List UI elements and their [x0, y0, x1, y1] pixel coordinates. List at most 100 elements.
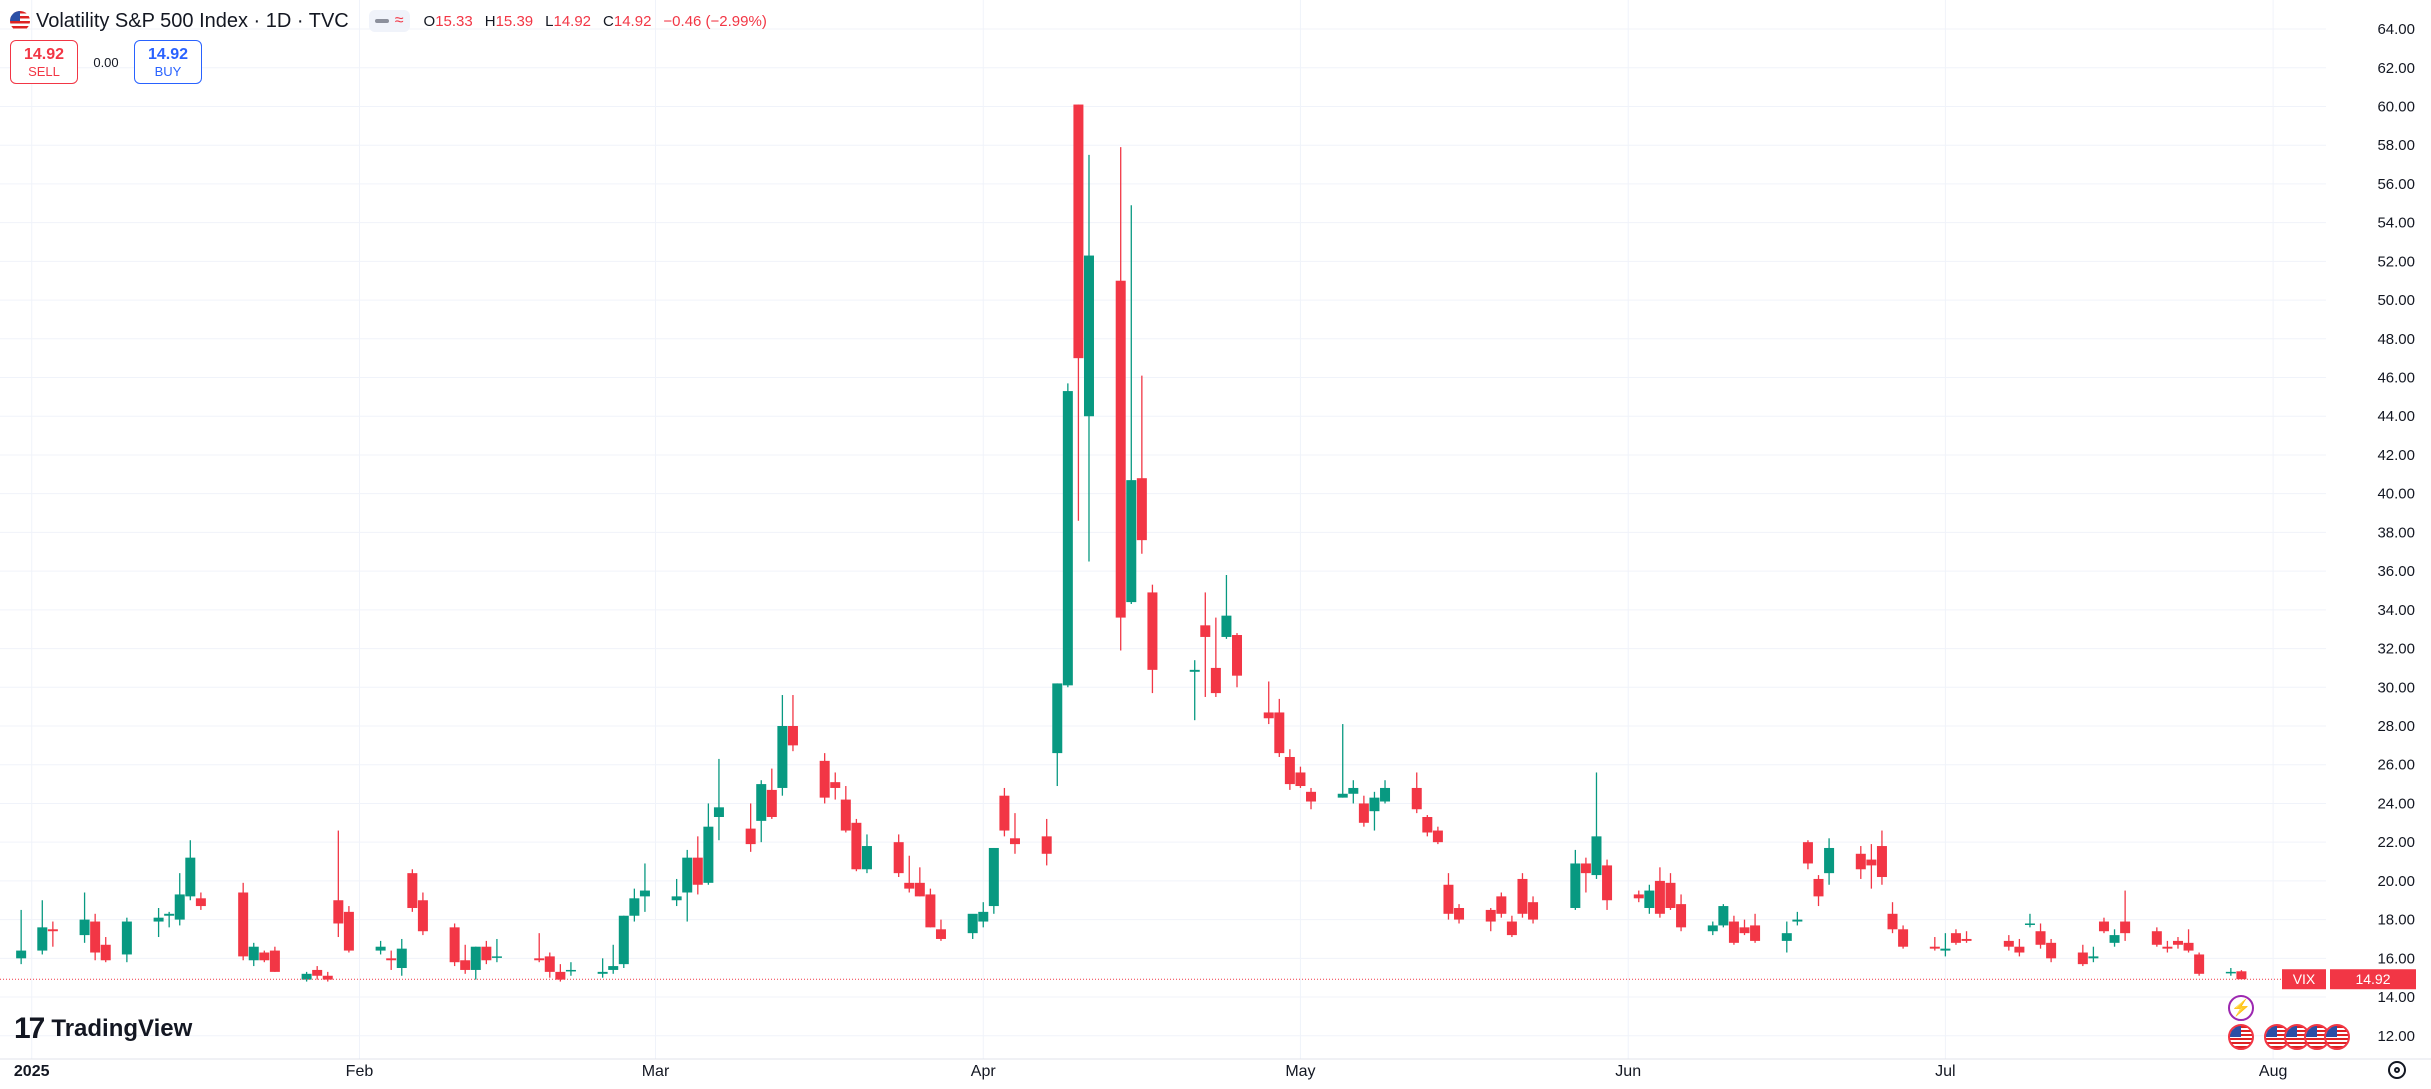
tradingview-logo[interactable]: 17 TradingView — [14, 1012, 192, 1046]
candle-body — [2225, 971, 2236, 974]
candle-body — [1432, 830, 1443, 843]
candle-body — [1654, 880, 1665, 914]
price-tick-label: 42.00 — [2377, 447, 2415, 464]
last-price-label-bg — [2330, 969, 2416, 990]
ohlc-change: −0.46 (−2.99%) — [663, 12, 767, 30]
candle-body — [703, 826, 714, 883]
candle-body — [1528, 902, 1539, 920]
sell-button[interactable]: 14.92 SELL — [10, 40, 78, 84]
indicator-toggles[interactable]: ≈ — [368, 10, 410, 32]
candle-body — [1380, 787, 1391, 802]
candle-body — [375, 946, 386, 951]
candle-body — [904, 882, 915, 889]
candle-body — [1517, 878, 1528, 914]
candle-body — [460, 960, 471, 970]
eye-icon[interactable] — [374, 19, 389, 23]
candle-body — [1855, 853, 1866, 870]
symbol-title[interactable]: Volatility S&P 500 Index · 1D · TVC — [36, 9, 349, 32]
candle-body — [407, 873, 418, 908]
time-axis: 2025 Feb Mar Apr May Jun Jul Aug — [14, 1063, 2287, 1080]
time-tick-label: May — [1285, 1063, 1315, 1080]
candle-body — [999, 795, 1010, 831]
candle-body — [1929, 946, 1940, 949]
price-tick-label: 50.00 — [2377, 292, 2415, 309]
candle-body — [90, 921, 101, 953]
price-tick-label: 44.00 — [2377, 408, 2415, 425]
candle-body — [671, 896, 682, 901]
candle-body — [1728, 921, 1739, 943]
candle-body — [988, 847, 999, 907]
price-tick-label: 16.00 — [2377, 950, 2415, 967]
candle-body — [2120, 921, 2131, 934]
ohlc-open: O15.33 — [423, 12, 473, 30]
candle-body — [1136, 478, 1147, 541]
price-tick-label: 18.00 — [2377, 912, 2415, 929]
price-tick-label: 22.00 — [2377, 834, 2415, 851]
price-tick-label: 40.00 — [2377, 486, 2415, 503]
sell-price: 14.92 — [23, 45, 65, 63]
lightning-icon[interactable]: ⚡ — [2228, 995, 2254, 1021]
candle-body — [1950, 933, 1961, 943]
buy-button[interactable]: 14.92 BUY — [134, 40, 202, 84]
candle-body — [1200, 625, 1211, 637]
candle-body — [396, 948, 407, 969]
candle-body — [2183, 942, 2194, 951]
candle-body — [830, 782, 841, 788]
candle-body — [174, 894, 185, 920]
price-tick-label: 52.00 — [2377, 253, 2415, 270]
candle-body — [2236, 971, 2247, 980]
candle-body — [1443, 884, 1454, 914]
candle-body — [851, 822, 862, 870]
symbol-label: VIX — [2293, 971, 2316, 987]
candle-body — [1485, 909, 1496, 922]
candle-body — [618, 915, 629, 965]
ohlc-readout: O15.33 H15.39 L14.92 C14.92 −0.46 (−2.99… — [424, 13, 767, 30]
candle-body — [322, 975, 333, 980]
logo-text: TradingView — [51, 1015, 193, 1042]
candle-body — [1750, 925, 1761, 941]
candle-body — [682, 857, 693, 893]
candle-body — [1602, 865, 1613, 901]
candle-body — [248, 946, 259, 961]
candle-body — [470, 946, 481, 970]
candle-body — [1062, 391, 1073, 686]
gear-icon[interactable] — [2388, 1061, 2406, 1079]
candle-body — [555, 971, 566, 980]
candle-body — [787, 726, 798, 746]
event-flag-icon[interactable] — [2228, 1024, 2254, 1050]
candle-body — [1337, 793, 1348, 798]
time-tick-label: Jul — [1935, 1063, 1955, 1080]
candle-body — [1580, 863, 1591, 874]
price-tick-label: 12.00 — [2377, 1028, 2415, 1045]
price-tick-label: 32.00 — [2377, 641, 2415, 658]
candle-body — [2194, 954, 2205, 974]
candle-body — [2162, 946, 2173, 949]
candle-body — [893, 842, 904, 874]
candle-body — [449, 927, 460, 963]
candle-body — [2024, 923, 2035, 925]
candle-body — [1898, 929, 1909, 947]
candle-body — [47, 929, 58, 932]
candle-body — [1961, 938, 1972, 941]
price-tick-label: 62.00 — [2377, 60, 2415, 77]
last-price-value: 14.92 — [2355, 971, 2390, 987]
event-flag-icon[interactable] — [2324, 1024, 2350, 1050]
time-tick-label: Aug — [2259, 1063, 2287, 1080]
price-tick-label: 20.00 — [2377, 873, 2415, 890]
candle-body — [1887, 913, 1898, 930]
candle-body — [185, 857, 196, 897]
candle-body — [1633, 894, 1644, 899]
price-tick-label: 60.00 — [2377, 98, 2415, 115]
candle-body — [1876, 846, 1887, 878]
sell-label: SELL — [28, 63, 60, 79]
candle-body — [840, 799, 851, 831]
candle-body — [967, 913, 978, 934]
candle-body — [1496, 896, 1507, 914]
wave-icon[interactable]: ≈ — [394, 12, 404, 29]
candle-body — [819, 760, 830, 798]
candle-body — [1210, 667, 1221, 694]
candle-body — [301, 973, 312, 980]
price-tick-label: 56.00 — [2377, 176, 2415, 193]
ohlc-close: C14.92 — [603, 12, 652, 30]
